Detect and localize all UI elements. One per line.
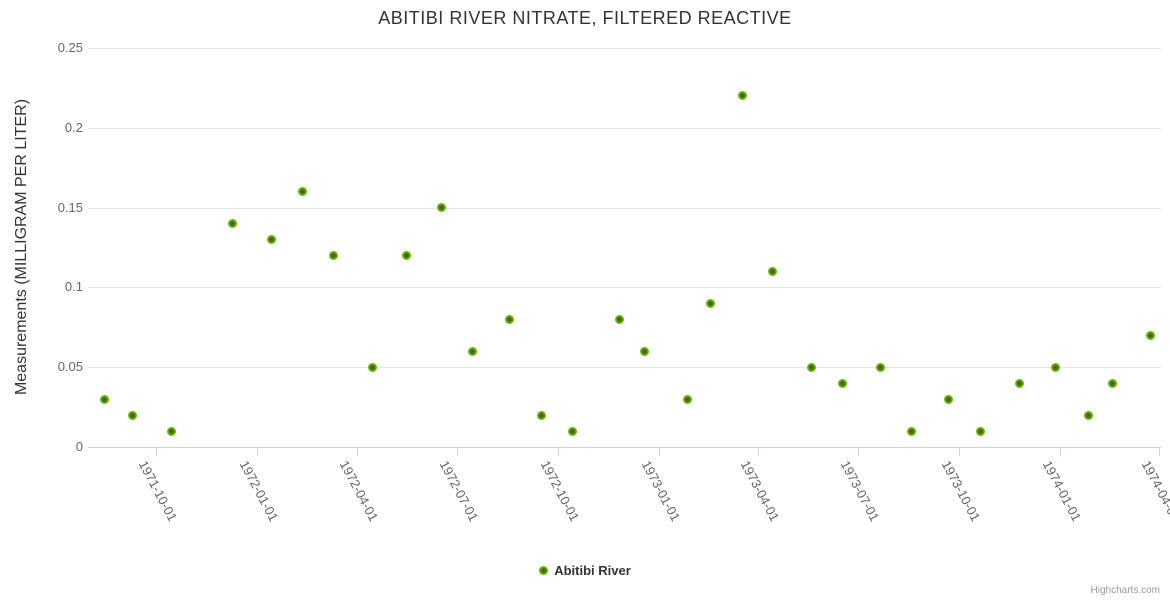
highcharts-credit[interactable]: Highcharts.com	[1090, 585, 1160, 596]
x-axis-tick-label: 1972-07-01	[436, 458, 481, 524]
data-point[interactable]	[1145, 330, 1155, 340]
data-point[interactable]	[807, 362, 817, 372]
data-point[interactable]	[640, 346, 650, 356]
x-axis-tick-mark	[857, 448, 859, 456]
y-axis-title: Measurements (MILLIGRAM PER LITER)	[13, 98, 30, 396]
data-point[interactable]	[1051, 362, 1061, 372]
data-point[interactable]	[436, 203, 446, 213]
data-point[interactable]	[227, 219, 237, 229]
data-point[interactable]	[504, 314, 514, 324]
x-axis-tick-mark	[658, 448, 660, 456]
data-point[interactable]	[876, 362, 886, 372]
data-point[interactable]	[767, 266, 777, 276]
data-point[interactable]	[329, 250, 339, 260]
y-axis-tick-label: 0.15	[57, 199, 83, 215]
x-axis-tick-mark	[356, 448, 358, 456]
data-point[interactable]	[1084, 410, 1094, 420]
data-point[interactable]	[1108, 378, 1118, 388]
y-axis-tick-label: 0.05	[57, 359, 83, 375]
y-gridline	[88, 127, 1161, 129]
data-point[interactable]	[944, 394, 954, 404]
x-axis-tick-mark	[557, 448, 559, 456]
data-point[interactable]	[976, 426, 986, 436]
x-axis-tick-mark	[1060, 448, 1061, 456]
y-axis-tick-label: 0.2	[64, 119, 83, 135]
data-point[interactable]	[536, 410, 546, 420]
data-point[interactable]	[567, 426, 577, 436]
data-point[interactable]	[167, 426, 177, 436]
data-point[interactable]	[367, 362, 377, 372]
x-axis-tick-mark	[958, 448, 960, 456]
x-axis-tick-label: 1973-01-01	[638, 458, 684, 524]
data-point[interactable]	[907, 426, 917, 436]
data-point[interactable]	[682, 394, 692, 404]
x-axis-tick-mark	[1158, 448, 1160, 456]
chart-title: ABITIBI RIVER NITRATE, FILTERED REACTIVE	[378, 8, 792, 28]
data-point[interactable]	[267, 235, 277, 245]
data-point[interactable]	[614, 314, 624, 324]
x-axis-tick-label: 1973-10-01	[938, 458, 984, 524]
x-axis-line	[88, 447, 1161, 448]
y-gridline	[88, 207, 1161, 209]
x-axis-tick-mark	[256, 448, 258, 456]
x-axis-tick-label: 1973-07-01	[837, 458, 882, 524]
x-axis-tick-label: 1972-10-01	[537, 458, 582, 524]
legend-series-marker-icon	[539, 566, 549, 575]
data-point[interactable]	[737, 91, 747, 101]
y-axis-tick-label: 0	[75, 439, 83, 454]
data-point[interactable]	[298, 187, 308, 197]
data-point[interactable]	[100, 394, 110, 404]
x-axis-tick-mark	[757, 448, 759, 456]
x-axis-tick-label: 1973-04-01	[737, 458, 782, 524]
x-axis-tick-label: 1972-01-01	[236, 458, 281, 524]
legend: Abitibi River	[0, 563, 1170, 578]
data-point[interactable]	[1014, 378, 1024, 388]
data-point[interactable]	[837, 378, 847, 388]
data-point[interactable]	[127, 410, 137, 420]
legend-series-label[interactable]: Abitibi River	[554, 563, 631, 578]
y-gridline	[88, 287, 1161, 289]
x-axis-tick-label: 1971-10-01	[135, 458, 180, 524]
x-axis-tick-label: 1972-04-01	[336, 458, 381, 524]
data-point[interactable]	[706, 298, 715, 308]
y-gridline	[88, 367, 1161, 369]
x-axis-tick-label: 1974-04-01	[1138, 458, 1170, 524]
y-axis-tick-label: 0.1	[64, 279, 83, 295]
x-axis-tick-mark	[155, 448, 157, 456]
data-point[interactable]	[401, 250, 411, 260]
x-axis-tick-label: 1974-01-01	[1039, 458, 1085, 524]
x-axis-tick-mark	[456, 448, 458, 456]
data-point[interactable]	[467, 346, 477, 356]
y-gridline	[88, 48, 1161, 49]
y-axis-tick-label: 0.25	[57, 40, 83, 55]
